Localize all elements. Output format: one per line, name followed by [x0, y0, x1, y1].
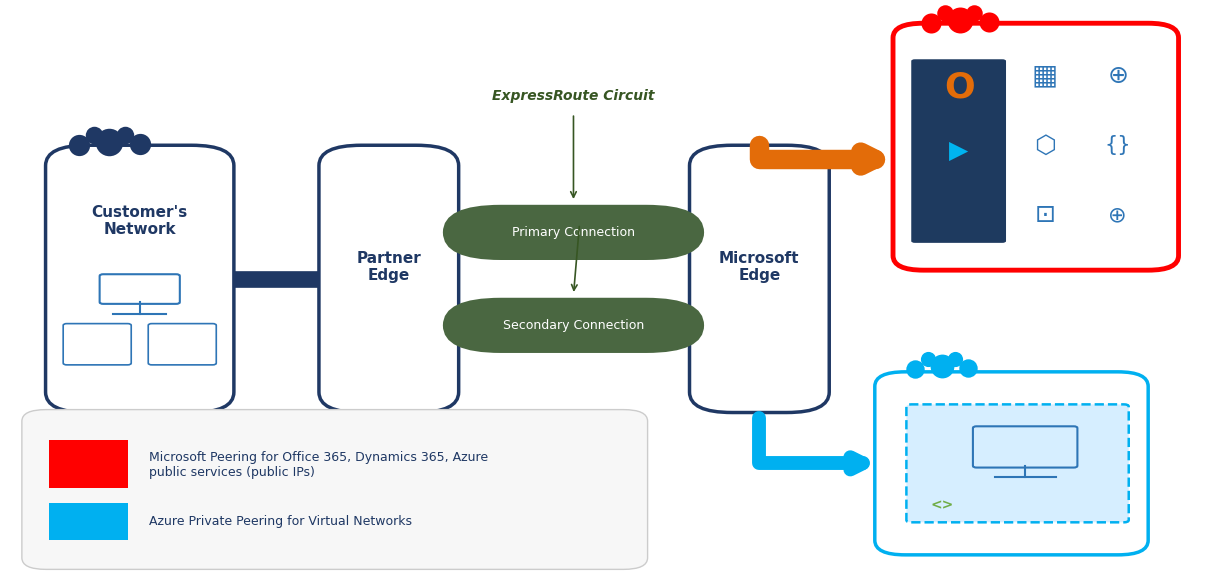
Text: Partner
Edge: Partner Edge [356, 251, 422, 284]
Text: ▦: ▦ [1032, 62, 1058, 89]
Text: ⊕: ⊕ [1107, 63, 1129, 88]
FancyBboxPatch shape [148, 324, 216, 365]
FancyBboxPatch shape [63, 324, 131, 365]
Text: ⊡: ⊡ [1034, 203, 1056, 227]
Text: O: O [944, 70, 976, 104]
Bar [49, 440, 128, 488]
Text: Azure Private Peering for Virtual Networks: Azure Private Peering for Virtual Networ… [149, 515, 412, 528]
FancyBboxPatch shape [46, 145, 233, 413]
FancyBboxPatch shape [100, 274, 180, 304]
Text: <>: <> [929, 498, 954, 512]
FancyBboxPatch shape [893, 23, 1179, 270]
Text: Microsoft Peering for Office 365, Dynamics 365, Azure
public services (public IP: Microsoft Peering for Office 365, Dynami… [149, 451, 488, 479]
FancyBboxPatch shape [875, 372, 1148, 555]
Text: Customer's
Network: Customer's Network [91, 205, 188, 237]
Text: ExpressRoute Circuit: ExpressRoute Circuit [492, 89, 655, 103]
Text: ⬡: ⬡ [1034, 133, 1056, 157]
FancyBboxPatch shape [318, 145, 459, 413]
Text: {}: {} [1104, 135, 1131, 155]
FancyBboxPatch shape [973, 426, 1078, 468]
FancyBboxPatch shape [442, 298, 705, 353]
Text: Microsoft
Edge: Microsoft Edge [719, 251, 799, 284]
Text: ⊕: ⊕ [1108, 205, 1128, 225]
Text: Primary Connection: Primary Connection [512, 226, 635, 239]
Text: Secondary Connection: Secondary Connection [503, 319, 644, 332]
FancyBboxPatch shape [22, 410, 648, 569]
Bar [49, 503, 128, 540]
Text: ▶: ▶ [949, 139, 968, 163]
FancyBboxPatch shape [911, 59, 1006, 243]
FancyBboxPatch shape [906, 404, 1129, 522]
FancyBboxPatch shape [690, 145, 829, 413]
FancyBboxPatch shape [442, 205, 705, 260]
